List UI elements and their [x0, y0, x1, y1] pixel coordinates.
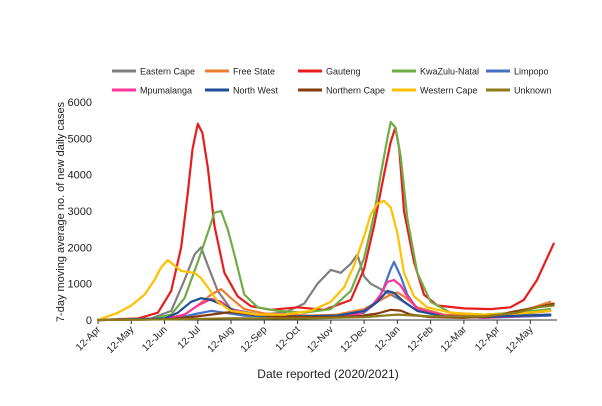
x-tick-label: 12-Apr — [473, 324, 502, 353]
legend-label: Gauteng — [326, 67, 361, 77]
y-tick-label: 3000 — [68, 206, 92, 218]
x-tick-label: 12-Aug — [206, 324, 237, 355]
plot-area — [96, 120, 555, 322]
x-tick-label: 12-Jul — [176, 324, 203, 351]
legend-label: Eastern Cape — [140, 67, 195, 77]
y-axis: 0 1000 2000 3000 4000 5000 6000 — [68, 97, 92, 327]
series-line-gauteng — [96, 122, 555, 322]
y-tick-label: 6000 — [68, 97, 92, 109]
y-tick-label: 4000 — [68, 170, 92, 182]
x-tick-label: 12-Feb — [406, 324, 436, 354]
legend-label: KwaZulu-Natal — [420, 67, 479, 77]
x-tick-label: 12-Nov — [305, 324, 336, 355]
x-tick-label: 12-Jan — [373, 324, 402, 353]
legend-label: Limpopo — [514, 67, 549, 77]
x-tick-label: 12-May — [105, 324, 136, 355]
x-tick-label: 12-Oct — [274, 324, 303, 353]
x-tick-label: 12-Apr — [74, 324, 103, 353]
x-tick-label: 12-Mar — [439, 324, 470, 355]
legend-label: Mpumalanga — [140, 86, 192, 96]
x-tick-label: 12-May — [504, 324, 535, 355]
series-line-kwazulu-natal — [96, 120, 552, 322]
series-line-unknown — [96, 304, 555, 322]
legend-label: Northern Cape — [326, 86, 385, 96]
legend: Eastern Cape Free State Gauteng KwaZulu-Nat… — [112, 67, 552, 96]
series-line-limpopo — [96, 260, 552, 322]
series-line-mpumalanga — [96, 278, 552, 322]
x-axis-label: Date reported (2020/2021) — [257, 367, 398, 381]
legend-label: Unknown — [514, 86, 552, 96]
y-tick-label: 0 — [86, 315, 92, 327]
y-tick-label: 5000 — [68, 133, 92, 145]
y-axis-label: 7-day moving average no. of new daily ca… — [55, 101, 67, 322]
legend-label: Western Cape — [420, 86, 477, 96]
x-tick-label: 12-Jun — [140, 324, 169, 353]
x-tick-label: 12-Dec — [339, 324, 370, 355]
series-line-western-cape — [96, 199, 552, 322]
x-axis: 12-Apr 12-May 12-Jun 12-Jul 12-Aug 12-Sep 12-O… — [74, 319, 557, 356]
y-tick-label: 2000 — [68, 242, 92, 254]
x-tick-label: 12-Sep — [239, 324, 270, 355]
y-tick-label: 1000 — [68, 279, 92, 291]
legend-label: North West — [233, 86, 278, 96]
legend-label: Free State — [233, 67, 275, 77]
